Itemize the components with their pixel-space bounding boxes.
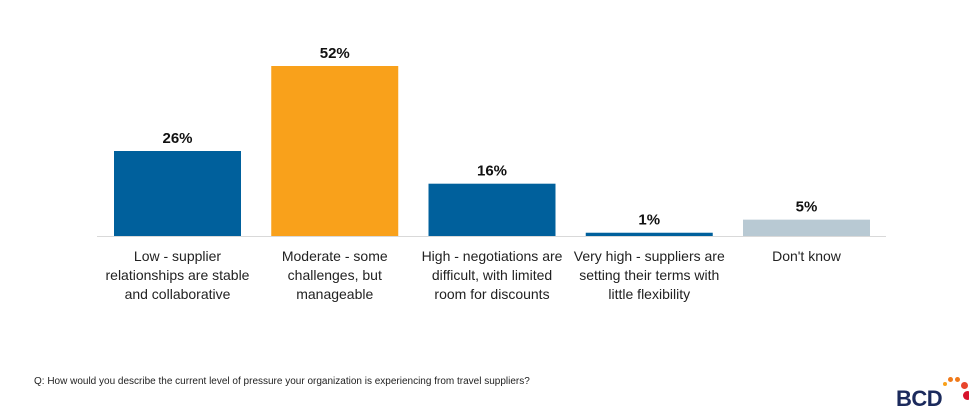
category-label-line: room for discounts [434, 286, 550, 302]
data-label: 5% [796, 199, 818, 216]
bcd-logo: BCD [896, 377, 969, 411]
logo-text: BCD [896, 386, 943, 411]
category-label: Don't know [727, 247, 887, 266]
category-label-line: challenges, but [287, 267, 382, 283]
data-label: 52% [320, 45, 350, 62]
category-label-line: little flexibility [608, 286, 691, 302]
category-label-line: manageable [296, 286, 374, 302]
data-label: 1% [638, 212, 660, 229]
category-label-line: and collaborative [124, 286, 231, 302]
category-label-line: difficult, with limited [431, 267, 553, 283]
category-label-line: relationships are stable [105, 267, 250, 283]
bar [585, 232, 713, 236]
bar [428, 183, 556, 236]
category-label-line: High - negotiations are [421, 248, 563, 264]
logo-dot [948, 377, 953, 382]
survey-question: Q: How would you describe the current le… [34, 376, 530, 387]
category-label: Moderate - some challenges, but manageable [255, 247, 415, 304]
logo-dot [961, 382, 968, 389]
logo-dot [963, 391, 969, 400]
data-label: 16% [477, 163, 507, 180]
category-label: High - negotiations are difficult, with l… [412, 247, 572, 304]
category-label-line: Don't know [772, 248, 841, 264]
data-label: 26% [162, 130, 192, 147]
category-label: Very high - suppliers are setting their t… [569, 247, 729, 304]
logo-dot [943, 382, 947, 386]
category-label-line: Moderate - some [281, 248, 388, 264]
category-label-line: Low - supplier [133, 248, 222, 264]
bar [114, 151, 241, 236]
category-label-line: setting their terms with [579, 267, 720, 283]
category-label: Low - supplier relationships are stable an… [98, 247, 258, 304]
bar [271, 66, 399, 236]
bar [743, 219, 870, 236]
logo-dot [955, 377, 960, 382]
category-label-line: Very high - suppliers are [573, 248, 725, 264]
